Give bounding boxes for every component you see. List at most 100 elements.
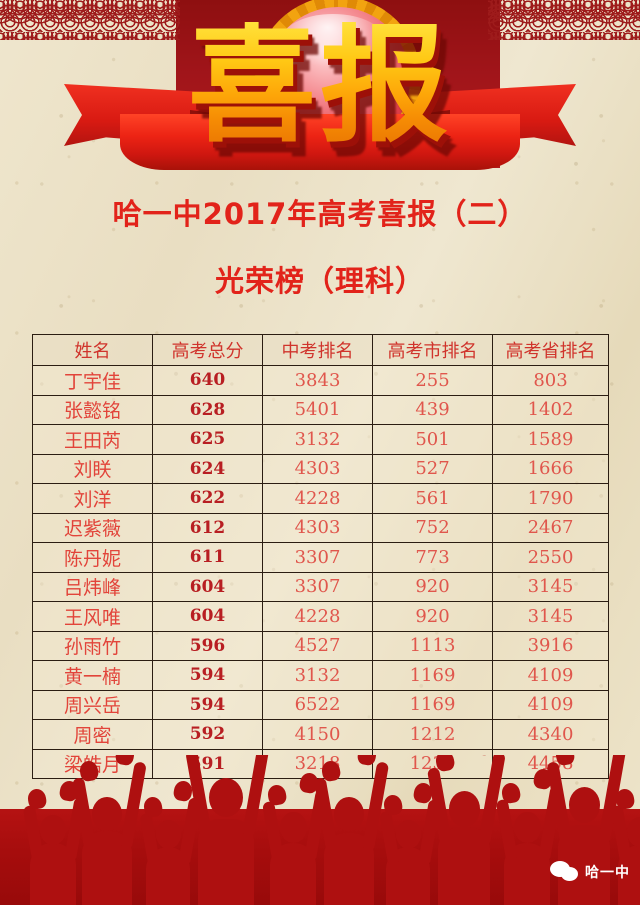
student-city-rank: 752 xyxy=(372,512,493,543)
student-score: 611 xyxy=(152,542,263,573)
person-head xyxy=(209,777,243,817)
student-city-rank: 773 xyxy=(372,542,493,573)
person-hand xyxy=(500,781,522,805)
student-zhongkao-rank: 4150 xyxy=(262,719,373,750)
student-zhongkao-rank: 4228 xyxy=(262,483,373,514)
crowd-person xyxy=(10,755,96,905)
student-province-rank: 803 xyxy=(492,365,609,396)
student-score: 592 xyxy=(152,719,263,750)
person-hand xyxy=(266,783,288,807)
student-city-rank: 920 xyxy=(372,571,493,602)
student-province-rank: 1666 xyxy=(492,453,609,484)
person-head xyxy=(40,815,66,845)
page-title: 哈一中2017年高考喜报（二） xyxy=(112,197,528,231)
wechat-bubble-small xyxy=(561,867,578,881)
person-hand xyxy=(614,787,636,811)
student-zhongkao-rank: 3132 xyxy=(262,424,373,455)
student-name: 黄一楠 xyxy=(32,660,153,691)
page-subtitle: 光荣榜（理科） xyxy=(214,264,425,298)
column-header-name: 姓名 xyxy=(32,334,153,366)
student-province-rank: 2550 xyxy=(492,542,609,573)
table-header-row: 姓名 高考总分 中考排名 高考市排名 高考省排名 xyxy=(32,334,609,366)
wave-pattern-right xyxy=(488,0,640,40)
column-header-zhongkao-rank: 中考排名 xyxy=(262,334,373,366)
table-row: 迟紫薇 612 4303 752 2467 xyxy=(32,512,609,543)
student-score: 612 xyxy=(152,512,263,543)
student-name: 吕炜峰 xyxy=(32,571,153,602)
table-body: 丁宇佳 640 3843 255 803 张懿铭 628 5401 439 1402 王田芮 625 3… xyxy=(32,365,609,779)
crowd-person xyxy=(418,755,510,905)
crowd-person xyxy=(484,755,570,905)
student-name: 迟紫薇 xyxy=(32,512,153,543)
results-table-wrapper: 姓名 高考总分 中考排名 高考市排名 高考省排名 丁宇佳 640 3843 255 80… xyxy=(32,334,609,779)
table-row: 王风唯 604 4228 920 3145 xyxy=(32,601,609,632)
student-province-rank: 2467 xyxy=(492,512,609,543)
person-hand xyxy=(78,759,100,783)
student-province-rank: 3916 xyxy=(492,630,609,661)
person-head xyxy=(513,811,541,843)
student-city-rank: 255 xyxy=(372,365,493,396)
student-city-rank: 1169 xyxy=(372,689,493,720)
crowd-person xyxy=(126,755,210,905)
person-head xyxy=(279,811,307,843)
student-zhongkao-rank: 4527 xyxy=(262,630,373,661)
student-province-rank: 1589 xyxy=(492,424,609,455)
student-province-rank: 1790 xyxy=(492,483,609,514)
student-name: 张懿铭 xyxy=(32,394,153,425)
student-zhongkao-rank: 4303 xyxy=(262,512,373,543)
crowd-person xyxy=(304,755,394,905)
ribbon-banner xyxy=(0,84,640,170)
ribbon-center xyxy=(120,114,520,170)
student-score: 596 xyxy=(152,630,263,661)
table-row: 吕炜峰 604 3307 920 3145 xyxy=(32,571,609,602)
student-zhongkao-rank: 3132 xyxy=(262,660,373,691)
person-head xyxy=(568,787,600,823)
student-city-rank: 1169 xyxy=(372,660,493,691)
table-row: 孙雨竹 596 4527 1113 3916 xyxy=(32,630,609,661)
crowd-person xyxy=(62,755,152,905)
crowd-person xyxy=(178,755,274,905)
student-city-rank: 1212 xyxy=(372,719,493,750)
table-row: 周兴岳 594 6522 1169 4109 xyxy=(32,689,609,720)
student-city-rank: 920 xyxy=(372,601,493,632)
student-province-rank: 1402 xyxy=(492,394,609,425)
column-header-province-rank: 高考省排名 xyxy=(492,334,609,366)
wave-pattern-left xyxy=(0,0,180,40)
student-zhongkao-rank: 3843 xyxy=(262,365,373,396)
student-score: 622 xyxy=(152,483,263,514)
student-province-rank: 3145 xyxy=(492,601,609,632)
student-name: 刘眹 xyxy=(32,453,153,484)
person-arm xyxy=(185,755,212,837)
student-score: 594 xyxy=(152,660,263,691)
student-score: 628 xyxy=(152,394,263,425)
student-zhongkao-rank: 4228 xyxy=(262,601,373,632)
wechat-badge: 哈一中 xyxy=(550,861,630,883)
person-hand xyxy=(26,787,48,811)
student-zhongkao-rank: 4303 xyxy=(262,453,373,484)
student-city-rank: 561 xyxy=(372,483,493,514)
student-score: 604 xyxy=(152,571,263,602)
student-zhongkao-rank: 3307 xyxy=(262,542,373,573)
column-header-score: 高考总分 xyxy=(152,334,263,366)
person-hand xyxy=(320,759,342,783)
student-province-rank: 3145 xyxy=(492,571,609,602)
student-zhongkao-rank: 6522 xyxy=(262,689,373,720)
student-city-rank: 501 xyxy=(372,424,493,455)
student-score: 624 xyxy=(152,453,263,484)
student-city-rank: 439 xyxy=(372,394,493,425)
crowd-person xyxy=(538,755,630,905)
results-table: 姓名 高考总分 中考排名 高考市排名 高考省排名 丁宇佳 640 3843 255 80… xyxy=(32,334,609,779)
student-city-rank: 1113 xyxy=(372,630,493,661)
student-province-rank: 4109 xyxy=(492,660,609,691)
wechat-account-name: 哈一中 xyxy=(585,865,630,881)
student-name: 王田芮 xyxy=(32,424,153,455)
person-head xyxy=(334,796,364,831)
crowd-person xyxy=(250,755,336,905)
student-score: 594 xyxy=(152,689,263,720)
student-name: 孙雨竹 xyxy=(32,630,153,661)
student-province-rank: 4109 xyxy=(492,689,609,720)
person-head xyxy=(448,791,480,827)
person-head xyxy=(155,820,181,849)
table-row: 丁宇佳 640 3843 255 803 xyxy=(32,365,609,396)
